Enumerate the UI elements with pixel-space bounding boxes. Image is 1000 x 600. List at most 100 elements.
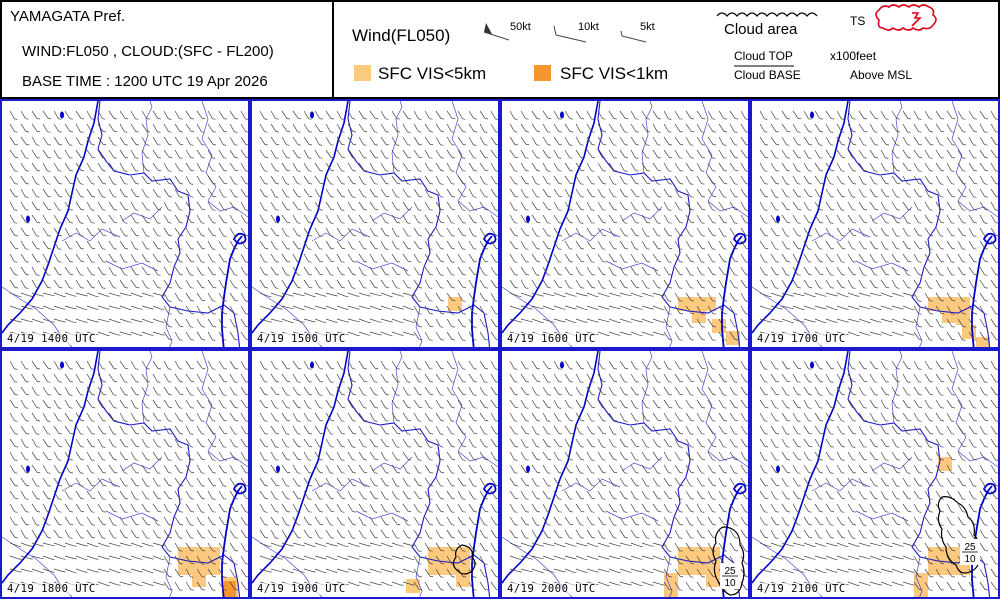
wind-barb-flag [712, 170, 716, 172]
wind-barb [630, 305, 640, 310]
wind-barb-flag [69, 248, 73, 250]
wind-barb [270, 136, 277, 145]
wind-barb [619, 136, 626, 145]
wind-barb-flag [102, 287, 106, 289]
wind-barb-flag [852, 196, 856, 198]
wind-barb-flag [378, 294, 382, 297]
wind-barb-flag [713, 287, 717, 289]
wind-barb [718, 360, 725, 369]
wind-barb [597, 266, 604, 275]
wind-barb-flag [440, 339, 444, 341]
wind-barb-flag [495, 287, 498, 289]
coastline [221, 485, 243, 597]
wind-barb [446, 412, 452, 422]
wind-barb [152, 331, 162, 335]
wind-barb [108, 399, 115, 408]
wind-barb [75, 451, 82, 460]
wind-barb-flag [768, 321, 772, 323]
wind-barb-flag [212, 563, 216, 565]
wind-barb [336, 292, 346, 297]
wind-barb [641, 110, 648, 119]
wind-barb [185, 201, 192, 210]
wind-barb [130, 305, 140, 310]
wind-barb [53, 360, 59, 369]
wind-barb-flag [223, 368, 227, 370]
wind-barb-flag [635, 274, 639, 276]
wind-barb-flag [580, 157, 584, 159]
wind-barb [490, 490, 497, 499]
lake [310, 361, 314, 369]
prefecture-border [97, 351, 241, 597]
wind-barb [240, 318, 247, 327]
prefecture-border [347, 101, 491, 347]
wind-barb [564, 123, 571, 132]
wind-barb-flag [735, 170, 739, 172]
wind-barb-flag [809, 287, 813, 289]
map-svg [252, 101, 498, 347]
wind-barb [424, 516, 431, 525]
wind-barb [152, 555, 162, 560]
wind-barb [240, 175, 247, 184]
wind-barb-flag [29, 570, 33, 573]
wind-barb-flag [309, 537, 313, 539]
wind-barb-flag [451, 485, 455, 487]
wind-barb-flag [308, 381, 312, 383]
wind-barb-flag [168, 381, 172, 383]
wind-barb-flag [106, 570, 110, 573]
wind-barb [347, 279, 353, 289]
wind-barb-flag [73, 558, 77, 560]
wind-barb [380, 162, 386, 171]
wind-barb [130, 360, 136, 369]
wind-barb [957, 136, 964, 145]
wind-barb [924, 123, 931, 132]
wind-barb-flag [430, 326, 434, 328]
wind-barb [325, 425, 331, 434]
wind-barb-flag [418, 537, 423, 539]
wind-barb-flag [724, 274, 728, 276]
wind-barb [86, 490, 93, 499]
wind-barb [446, 214, 452, 223]
wind-barb-flag [679, 287, 683, 289]
wind-barb-flag [451, 274, 455, 276]
wind-barb-flag [984, 222, 988, 224]
wind-barb [814, 227, 820, 237]
municipal-border [415, 556, 423, 597]
wind-barb [130, 253, 136, 262]
wind-barb [97, 568, 107, 572]
wind-barb [358, 477, 364, 486]
wind-barb [53, 292, 63, 297]
wind-barb [858, 240, 865, 249]
wind-barb [740, 305, 746, 314]
wind-barb [479, 240, 486, 249]
wind-barb-flag [363, 498, 367, 500]
wind-barb [141, 373, 148, 382]
wind-barb-flag [819, 118, 823, 120]
wind-barb [957, 162, 963, 171]
wind-barb [803, 201, 809, 210]
wind-barb [130, 399, 136, 409]
wind-barb-flag [918, 235, 922, 237]
wind-barb-flag [624, 157, 629, 159]
wind-barb-flag [80, 196, 84, 198]
wind-barb-flag [462, 300, 466, 302]
wind-barb-flag [863, 196, 867, 198]
wind-barb-flag [58, 381, 62, 383]
wind-barb-flag [462, 274, 466, 276]
wind-barb-flag [168, 222, 172, 224]
wind-barb-flag [973, 131, 978, 133]
wind-barb-flag [202, 368, 206, 370]
wind-barb [553, 360, 559, 369]
wind-barb [490, 305, 496, 314]
wind-barb [825, 175, 831, 184]
wind-barb [413, 490, 420, 499]
wind-barb-flag [745, 368, 748, 370]
wind-barb-flag [841, 209, 845, 211]
wind-barb-flag [496, 339, 498, 341]
wind-barb [141, 136, 147, 146]
wind-barb [270, 201, 276, 210]
wind-barb [630, 331, 640, 336]
wind-barb-flag [973, 170, 977, 172]
wind-barb-flag [907, 248, 911, 250]
wind-barb-flag [191, 131, 195, 133]
wind-barb [218, 516, 225, 525]
